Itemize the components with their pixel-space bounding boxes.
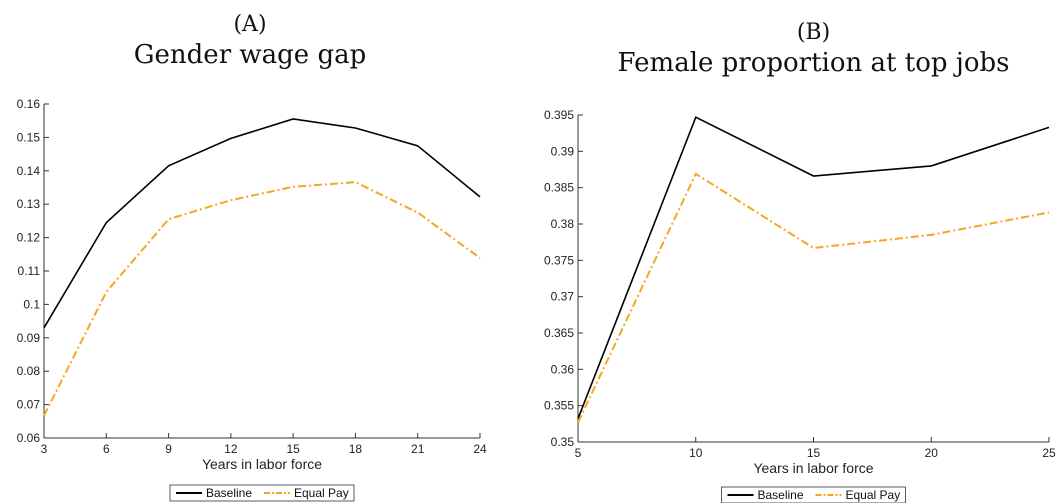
data-point — [354, 127, 356, 129]
y-tick-label: 0.38 — [551, 217, 575, 231]
x-tick-label: 24 — [473, 442, 487, 456]
data-point — [230, 199, 232, 201]
x-tick-label: 25 — [1042, 446, 1056, 460]
data-point — [930, 165, 932, 167]
data-point — [930, 234, 932, 236]
data-point — [354, 181, 356, 183]
x-tick-label: 6 — [103, 442, 110, 456]
series-line-baseline — [43, 118, 481, 329]
x-tick-label: 12 — [224, 442, 238, 456]
data-point — [695, 173, 697, 175]
legend-label-baseline: Baseline — [206, 486, 252, 500]
legend-box — [169, 484, 355, 502]
data-point — [577, 421, 579, 423]
legend-label-baseline: Baseline — [758, 488, 804, 502]
data-point — [230, 137, 232, 139]
wage-gap-chart: 0.06 0.07 0.08 0.09 0.1 0.11 0.12 0.13 0.14 0.15 0… — [17, 97, 487, 502]
data-point — [695, 116, 697, 118]
y-tick-label: 0.375 — [544, 253, 574, 267]
x-tick-label: 18 — [349, 442, 363, 456]
series-line-baseline — [577, 116, 1050, 419]
x-tick-label: 3 — [41, 442, 48, 456]
panel-a: (A) Gender wage gap 0.06 0.07 0.08 0.09 0.1 0… — [0, 0, 520, 503]
y-tick-label: 0.13 — [17, 197, 41, 211]
y-tick-label: 0.395 — [544, 108, 574, 122]
data-point — [168, 165, 170, 167]
y-tick-label: 0.15 — [17, 130, 41, 144]
data-point — [168, 218, 170, 220]
legend-box — [721, 486, 906, 503]
x-tick-label: 15 — [807, 446, 821, 460]
data-point — [105, 222, 107, 224]
panel-b-title: Female proportion at top jobs — [617, 48, 1010, 78]
y-tick-label: 0.16 — [17, 97, 41, 111]
data-point — [479, 196, 481, 198]
y-tick-label: 0.1 — [23, 297, 40, 311]
y-tick-label: 0.385 — [544, 181, 574, 195]
panel-a-title: Gender wage gap — [133, 40, 367, 70]
data-point — [813, 175, 815, 177]
x-tick-label: 5 — [575, 446, 582, 460]
y-tick-label: 0.14 — [17, 164, 41, 178]
legend-label-equal-pay: Equal Pay — [294, 486, 349, 500]
y-tick-label: 0.355 — [544, 399, 574, 413]
top-jobs-chart: 0.35 0.355 0.36 0.365 0.37 0.375 0.38 0.385 0.39… — [544, 108, 1056, 503]
x-axis-title: Years in labor force — [753, 460, 873, 476]
x-tick-label: 21 — [411, 442, 425, 456]
y-tick-label: 0.12 — [17, 231, 41, 245]
x-tick-label: 15 — [286, 442, 300, 456]
y-tick-label: 0.11 — [18, 264, 41, 278]
data-point — [105, 291, 107, 293]
y-tick-label: 0.365 — [544, 326, 574, 340]
data-point — [43, 327, 45, 329]
y-tick-label: 0.06 — [17, 431, 41, 445]
y-tick-label: 0.07 — [17, 398, 41, 412]
x-tick-label: 20 — [925, 446, 939, 460]
y-tick-label: 0.08 — [17, 364, 41, 378]
data-point — [479, 257, 481, 259]
data-point — [417, 212, 419, 214]
data-point — [1048, 126, 1050, 128]
y-tick-label: 0.35 — [551, 435, 575, 449]
series-line-equal-pay — [577, 172, 1050, 423]
y-tick-label: 0.09 — [17, 331, 41, 345]
data-point — [292, 118, 294, 120]
data-point — [43, 415, 45, 417]
series-line-equal-pay — [43, 181, 481, 417]
data-point — [417, 145, 419, 147]
panel-a-label: (A) — [233, 12, 267, 37]
data-point — [813, 247, 815, 249]
y-tick-label: 0.39 — [551, 144, 575, 158]
panel-b-label: (B) — [796, 20, 831, 45]
data-point — [292, 186, 294, 188]
data-point — [1048, 211, 1050, 213]
x-tick-label: 9 — [165, 442, 172, 456]
x-axis-title: Years in labor force — [202, 456, 322, 472]
y-tick-label: 0.37 — [551, 290, 575, 304]
legend-label-equal-pay: Equal Pay — [846, 488, 901, 502]
x-tick-label: 10 — [689, 446, 703, 460]
y-tick-label: 0.36 — [551, 362, 575, 376]
panel-b: (B) Female proportion at top jobs 0.35 0.… — [530, 0, 1057, 503]
